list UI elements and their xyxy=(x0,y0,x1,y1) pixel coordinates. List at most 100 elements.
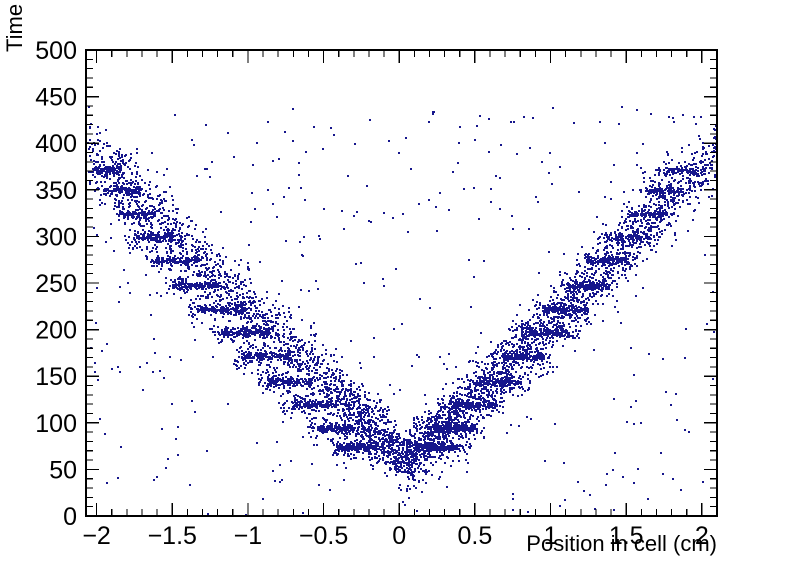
data-point xyxy=(294,397,296,399)
data-point xyxy=(539,352,541,354)
data-point xyxy=(466,453,468,455)
data-point xyxy=(167,262,169,264)
data-point xyxy=(589,295,591,297)
data-point xyxy=(204,273,206,275)
data-point xyxy=(205,288,207,290)
data-point xyxy=(129,159,131,161)
data-point xyxy=(598,237,600,239)
data-point xyxy=(250,352,252,354)
data-point xyxy=(546,337,548,339)
data-point xyxy=(238,367,240,369)
data-point xyxy=(589,282,591,284)
data-point xyxy=(474,438,476,440)
data-point xyxy=(604,260,606,262)
data-point xyxy=(574,309,576,311)
data-point xyxy=(244,301,246,303)
data-point xyxy=(103,176,105,178)
data-point xyxy=(606,234,608,236)
data-point xyxy=(568,284,570,286)
data-point xyxy=(660,205,662,207)
data-point xyxy=(630,244,632,246)
data-point xyxy=(251,372,253,374)
data-point xyxy=(130,189,132,191)
data-point xyxy=(579,287,581,289)
data-point xyxy=(621,233,623,235)
data-point xyxy=(675,168,677,170)
data-point xyxy=(674,208,676,210)
data-point xyxy=(280,395,282,397)
data-point xyxy=(197,285,199,287)
data-point xyxy=(210,286,212,288)
data-point xyxy=(243,342,245,344)
data-point xyxy=(133,238,135,240)
data-point xyxy=(148,241,150,243)
data-point xyxy=(606,261,608,263)
data-point xyxy=(180,282,182,284)
data-point xyxy=(684,169,686,171)
data-point xyxy=(204,312,206,314)
data-point xyxy=(628,210,630,212)
data-point xyxy=(99,199,101,201)
data-point xyxy=(329,428,331,430)
data-point xyxy=(694,170,696,172)
data-point xyxy=(625,268,627,270)
data-point xyxy=(351,445,353,447)
data-point xyxy=(172,232,174,234)
data-point xyxy=(546,332,548,334)
data-point xyxy=(573,312,575,314)
data-point xyxy=(649,215,651,217)
data-point xyxy=(208,308,210,310)
data-point xyxy=(648,209,650,211)
data-point xyxy=(545,347,547,349)
data-point xyxy=(436,451,438,453)
data-point xyxy=(353,443,355,445)
data-point xyxy=(287,384,289,386)
data-point xyxy=(552,371,554,373)
data-point xyxy=(348,455,350,457)
data-point xyxy=(218,271,220,273)
data-point xyxy=(512,320,514,322)
data-point xyxy=(142,239,144,241)
data-point xyxy=(286,390,288,392)
data-point xyxy=(94,190,96,192)
data-point xyxy=(115,153,117,155)
data-point xyxy=(289,384,291,386)
data-point xyxy=(598,268,600,270)
data-point xyxy=(597,255,599,257)
data-point xyxy=(530,359,532,361)
data-point xyxy=(273,386,275,388)
data-point xyxy=(625,256,627,258)
data-point xyxy=(313,444,315,446)
data-point xyxy=(650,198,652,200)
data-point xyxy=(274,369,276,371)
data-point xyxy=(665,175,667,177)
data-point xyxy=(345,445,347,447)
data-point xyxy=(137,205,139,207)
data-point xyxy=(451,445,453,447)
data-point xyxy=(262,332,264,334)
data-point xyxy=(452,431,454,433)
data-point xyxy=(125,213,127,215)
data-point xyxy=(258,364,260,366)
data-point xyxy=(313,417,315,419)
data-point xyxy=(669,174,671,176)
data-point xyxy=(645,235,647,237)
data-point xyxy=(579,275,581,277)
data-point xyxy=(214,318,216,320)
data-point xyxy=(263,302,265,304)
data-point xyxy=(602,223,604,225)
data-point xyxy=(480,432,482,434)
data-point xyxy=(264,333,266,335)
data-point xyxy=(169,258,171,260)
data-point xyxy=(439,455,441,457)
data-point xyxy=(504,381,506,383)
data-point xyxy=(689,168,691,170)
data-point xyxy=(311,409,313,411)
data-point xyxy=(239,312,241,314)
data-point xyxy=(251,357,253,359)
data-point xyxy=(632,215,634,217)
data-point xyxy=(330,440,332,442)
data-point xyxy=(172,261,174,263)
data-point xyxy=(225,326,227,328)
data-point xyxy=(625,236,627,238)
